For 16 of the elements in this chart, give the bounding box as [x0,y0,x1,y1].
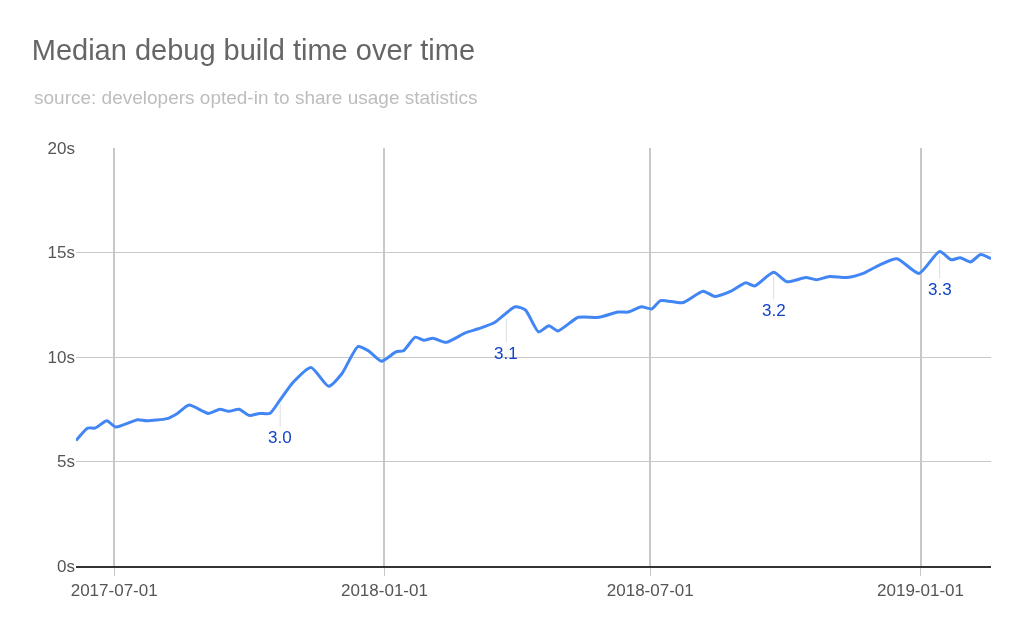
y-tick-label: 10s [47,347,75,367]
y-tick-label: 15s [47,243,75,263]
y-tick-label: 5s [57,452,75,472]
x-tick-label: 2019-01-01 [877,581,964,601]
annotation: 3.0 [268,428,292,447]
x-tick-label: 2018-07-01 [606,581,694,601]
y-tick-label: 20s [47,138,75,158]
x-tick-label: 2017-07-01 [70,581,158,601]
annotation: 3.2 [762,301,786,320]
annotation: 3.1 [494,344,518,363]
chart-title: Median debug build time over time [31,34,476,67]
chart-subtitle: source: developers opted-in to share usage statistics [34,87,478,108]
annotation: 3.3 [928,280,952,299]
x-tick-label: 2018-01-01 [340,581,428,601]
y-tick-label: 0s [57,556,75,576]
line-series [76,249,991,443]
